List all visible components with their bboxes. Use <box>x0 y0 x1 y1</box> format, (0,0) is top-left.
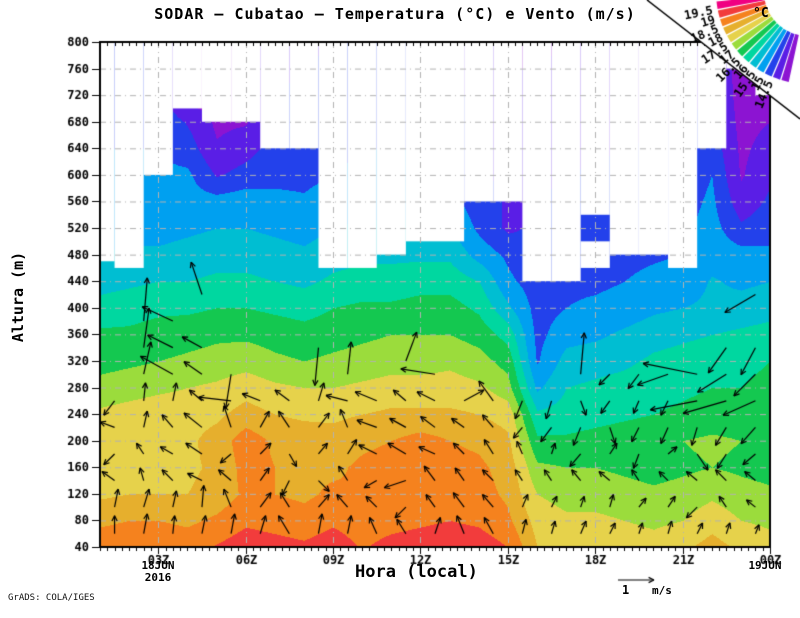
y-axis-title: Altura (m) <box>9 251 27 343</box>
x-axis-title: Hora (local) <box>355 562 478 582</box>
grads-credit: GrADS: COLA/IGES <box>8 593 95 603</box>
wind-ref-value: 1 <box>622 583 630 597</box>
date-label-start: 18JUN <box>141 559 175 572</box>
year-label: 2016 <box>144 571 172 584</box>
plot-title: SODAR – Cubatao – Temperatura (°C) e Ven… <box>154 5 636 23</box>
wind-ref-unit: m/s <box>652 584 672 597</box>
date-label-end: 19JUN <box>748 559 782 572</box>
legend-unit-celsius: °C <box>753 6 769 21</box>
